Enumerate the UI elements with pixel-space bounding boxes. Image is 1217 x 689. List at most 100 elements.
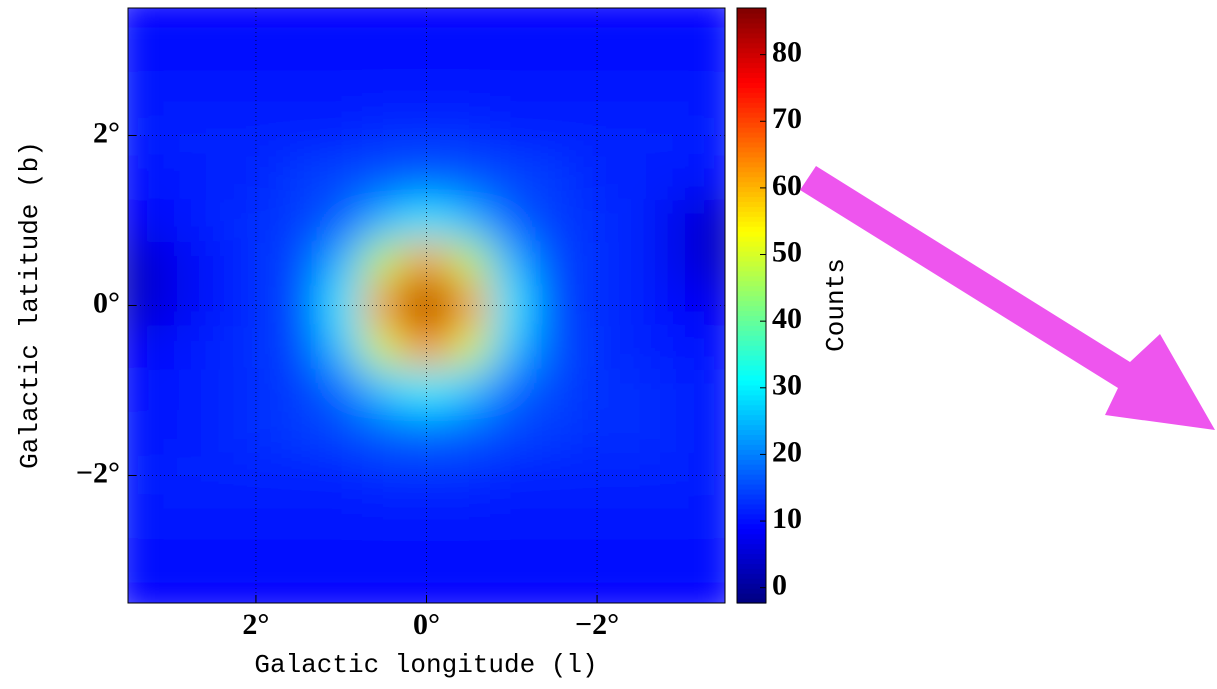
heat-cell — [362, 241, 406, 285]
colorbar-slice — [737, 488, 766, 495]
heat-cell — [148, 71, 193, 115]
colorbar-slice — [737, 573, 766, 579]
colorbar-slice — [737, 151, 766, 158]
colorbar-slice — [737, 12, 766, 19]
heat-cell — [489, 453, 534, 498]
colorbar-slice — [737, 563, 766, 569]
heat-cell — [276, 0, 321, 30]
colorbar-slice — [737, 305, 766, 312]
plot: 2° 0° −2° −2° 0° 2° 0 10 20 30 40 50 60 70 80 — [76, 0, 802, 641]
heat-cell — [234, 28, 278, 73]
colorbar-slice — [737, 484, 766, 490]
colorbar-slice — [737, 57, 766, 64]
heat-cell — [617, 71, 662, 115]
heat-cell — [319, 0, 364, 30]
colorbar-slice — [737, 295, 766, 302]
heat-cell — [489, 113, 534, 158]
heat-cell — [148, 156, 193, 200]
heat-cell — [319, 538, 364, 583]
colorbar-slice — [737, 414, 766, 421]
colorbar-tick-label: 10 — [772, 502, 802, 535]
colorbar-slice — [737, 52, 766, 59]
colorbar-slice — [737, 553, 766, 559]
colorbar-slice — [737, 335, 766, 341]
heat-cell — [362, 156, 406, 200]
heat-cell — [319, 496, 364, 540]
colorbar-slice — [737, 583, 766, 589]
colorbar-slice — [737, 360, 766, 366]
heatmap — [106, 0, 747, 625]
heat-cell — [617, 113, 662, 158]
heat-cell — [575, 496, 619, 540]
heat-cell — [276, 283, 321, 328]
colorbar-slice — [737, 528, 766, 535]
heat-cell — [489, 198, 534, 243]
y-tick-label: −2° — [76, 456, 120, 489]
colorbar-slice — [737, 568, 766, 574]
colorbar-slice — [737, 424, 766, 431]
heat-cell — [404, 496, 449, 540]
colorbar-slice — [737, 523, 766, 530]
heat-cell — [362, 326, 406, 370]
heat-cell — [532, 241, 577, 285]
heat-cell — [276, 368, 321, 413]
heat-cell — [489, 71, 534, 115]
colorbar-slice — [737, 270, 766, 277]
colorbar-slice — [737, 513, 766, 520]
colorbar-slice — [737, 236, 766, 242]
heat-cell — [447, 156, 491, 200]
heat-cell — [489, 28, 534, 73]
colorbar-slice — [737, 186, 766, 193]
colorbar-slice — [737, 241, 766, 247]
colorbar-slice — [737, 285, 766, 292]
heat-cell — [191, 241, 236, 285]
heat-cell — [148, 0, 193, 30]
colorbar-tick-label: 30 — [772, 369, 802, 402]
heat-cell — [447, 496, 491, 540]
heat-cell — [532, 156, 577, 200]
heat-cell — [447, 538, 491, 583]
colorbar-slice — [737, 320, 766, 326]
y-axis-label: Galactic latitude (b) — [15, 141, 45, 469]
colorbar-slice — [737, 255, 766, 262]
heat-cell — [660, 368, 705, 413]
heat-cell — [532, 411, 577, 455]
colorbar-slice — [737, 246, 766, 252]
colorbar-tick-label: 50 — [772, 235, 802, 268]
colorbar-slice — [737, 82, 766, 88]
heat-cell — [617, 538, 662, 583]
heat-cell — [319, 113, 364, 158]
colorbar-slice — [737, 92, 766, 98]
y-tick-label: 0° — [93, 286, 120, 319]
colorbar-slice — [737, 588, 766, 594]
colorbar-slice — [737, 548, 766, 555]
heat-cell — [617, 496, 662, 540]
heat-cell — [617, 28, 662, 73]
colorbar-slice — [737, 404, 766, 411]
heat-cell — [447, 326, 491, 370]
heat-cell — [148, 113, 193, 158]
heat-cell — [191, 198, 236, 243]
colorbar-slice — [737, 102, 766, 108]
heat-cell — [234, 368, 278, 413]
colorbar-slice — [737, 47, 766, 54]
colorbar-slice — [737, 17, 766, 24]
arrow — [800, 166, 1215, 430]
colorbar-slice — [737, 181, 766, 188]
colorbar-slice — [737, 191, 766, 198]
heat-cell — [617, 156, 662, 200]
colorbar-slice — [737, 290, 766, 297]
heat-cell — [660, 496, 705, 540]
heat-cell — [532, 113, 577, 158]
heat-cell — [660, 28, 705, 73]
heat-cell — [617, 326, 662, 370]
heat-cell — [234, 496, 278, 540]
colorbar-slice — [737, 166, 766, 173]
colorbar-tick-label: 80 — [772, 36, 802, 69]
colorbar-slice — [737, 325, 766, 331]
heat-cell — [319, 453, 364, 498]
heat-cell — [489, 496, 534, 540]
heat-cell — [532, 283, 577, 328]
heat-cell — [148, 453, 193, 498]
